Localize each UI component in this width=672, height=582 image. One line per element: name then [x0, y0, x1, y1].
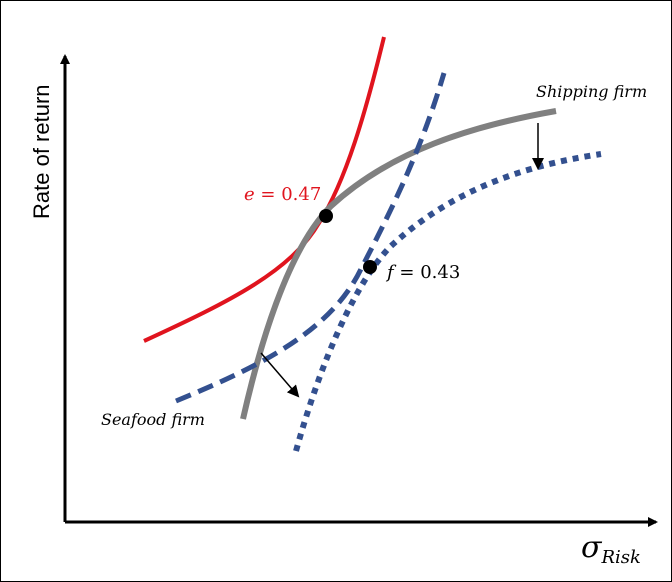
x-axis-label-sub: Risk	[600, 547, 640, 568]
shipping-firm-label: Shipping firm	[536, 82, 647, 101]
x-axis-label: σRisk	[581, 530, 641, 568]
seafood-firm-curve	[175, 72, 447, 404]
point-f	[363, 260, 377, 274]
seafood-firm-label: Seafood firm	[101, 410, 205, 429]
point-e	[319, 209, 333, 223]
seafood-shift-arrow	[260, 352, 300, 398]
shipping-shifted-curve	[293, 151, 602, 452]
shipping-firm-curve	[240, 108, 557, 420]
point-f-label: f = 0.43	[385, 262, 460, 283]
point-e-label: e = 0.47	[244, 184, 321, 205]
x-axis-label-main: σ	[581, 530, 603, 565]
y-axis-label: Rate of return	[29, 84, 54, 219]
